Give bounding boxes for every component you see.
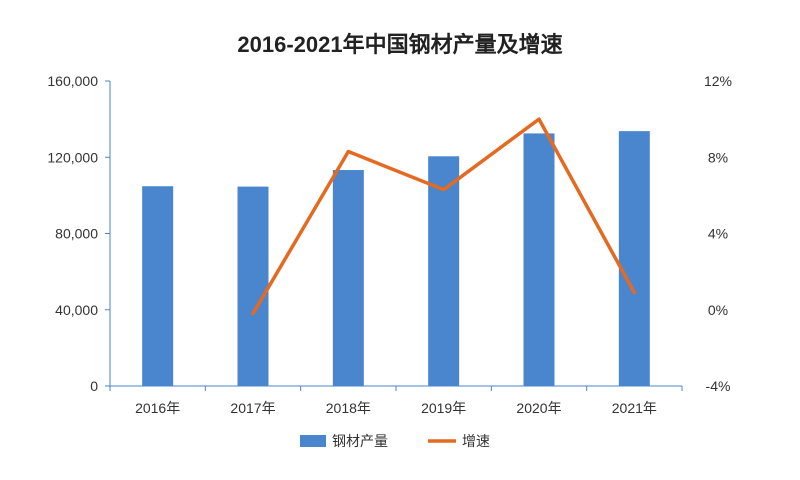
right-y-tick-label: 0% — [708, 302, 728, 318]
line-point — [537, 117, 541, 121]
left-y-tick-label: 120,000 — [47, 149, 98, 165]
legend-swatch-bar — [300, 435, 326, 447]
line-series-group — [251, 117, 637, 316]
right-y-tick-label: 4% — [708, 226, 728, 242]
x-tick-label: 2017年 — [230, 400, 275, 416]
x-tick-label: 2021年 — [612, 400, 657, 416]
left-y-tick-label: 40,000 — [55, 302, 98, 318]
left-y-tick-label: 80,000 — [55, 226, 98, 242]
right-y-tick-label: -4% — [706, 378, 731, 394]
bar — [142, 186, 174, 386]
right-y-tick-label: 8% — [708, 149, 728, 165]
x-tick-label: 2016年 — [135, 400, 180, 416]
legend-label-line: 增速 — [462, 433, 490, 449]
axes-group — [105, 80, 683, 391]
chart-title: 2016-2021年中国钢材产量及增速 — [237, 32, 562, 57]
right-y-tick-label: 12% — [704, 73, 732, 89]
line-point — [632, 291, 636, 295]
bar — [237, 186, 269, 386]
left-y-tick-label: 0 — [90, 378, 98, 394]
left-y-tick-label: 160,000 — [47, 73, 98, 89]
line-point — [251, 312, 255, 316]
line-point — [346, 150, 350, 154]
bar — [523, 133, 555, 386]
x-tick-label: 2018年 — [326, 400, 371, 416]
bar — [332, 170, 364, 386]
bar — [618, 131, 650, 386]
ticks-group: 0 40,000 80,000 120,000 160,000 -4% 0% 4% 8% 12% 2… — [47, 73, 732, 416]
x-tick-label: 2019年 — [421, 400, 466, 416]
legend-label-bar: 钢材产量 — [332, 433, 388, 449]
bar — [428, 156, 460, 386]
legend: 钢材产量 增速 — [300, 433, 490, 449]
x-tick-label: 2020年 — [516, 400, 561, 416]
bars-group — [142, 131, 650, 386]
line-point — [442, 188, 446, 192]
